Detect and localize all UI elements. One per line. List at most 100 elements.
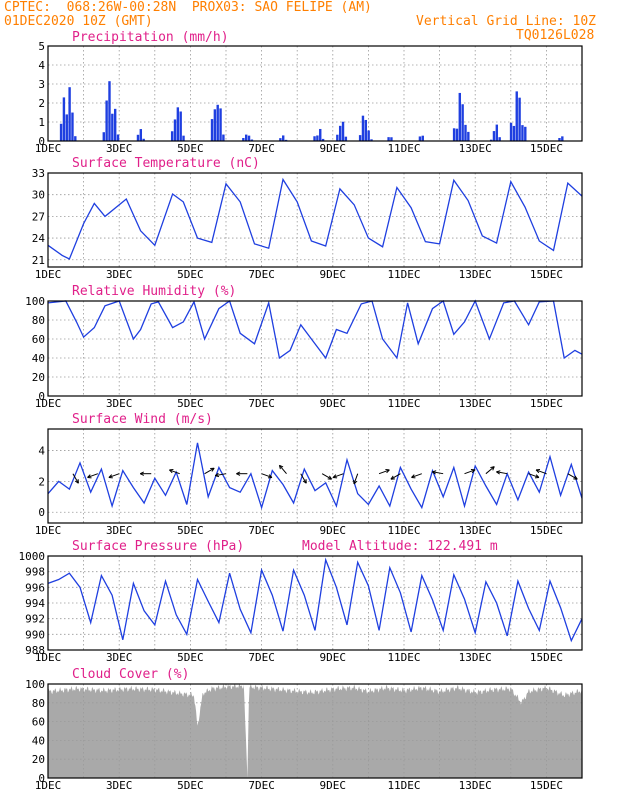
- precip-bar: [170, 131, 174, 141]
- wind-vector: [169, 469, 180, 475]
- x-tick-label: 13DEC: [459, 524, 492, 537]
- header-date: 01DEC2020 10Z (GMT): [4, 14, 153, 29]
- x-tick-label: 5DEC: [177, 268, 204, 281]
- y-tick-label: 1000: [19, 550, 46, 563]
- wind-vector: [204, 467, 215, 475]
- y-tick-label: 998: [25, 566, 45, 579]
- precip-bar: [492, 131, 496, 141]
- wind-vector-head: [74, 479, 79, 484]
- y-tick-label: 27: [32, 210, 45, 223]
- x-tick-label: 3DEC: [106, 268, 133, 281]
- panel-frame: [47, 172, 583, 268]
- x-tick-label: 13DEC: [459, 779, 492, 792]
- wind-vector: [87, 473, 99, 478]
- wind-vector-head: [385, 469, 390, 474]
- precip-bar: [458, 92, 461, 141]
- wind-vector: [390, 473, 401, 480]
- cloud-cover-area: [48, 684, 582, 778]
- x-tick-label: 11DEC: [387, 779, 420, 792]
- wind-vector-head: [573, 475, 578, 480]
- precip-bar: [210, 119, 214, 141]
- y-tick-label: 5: [38, 40, 45, 53]
- x-tick-label: 13DEC: [459, 142, 492, 155]
- x-tick-label: 11DEC: [387, 524, 420, 537]
- wind-vector: [261, 473, 273, 478]
- x-tick-label: 9DEC: [320, 651, 347, 664]
- wind-vector-head: [534, 474, 540, 479]
- precip-bar: [370, 139, 373, 141]
- y-tick-label: 994: [25, 597, 45, 610]
- x-tick-label: 11DEC: [387, 397, 420, 410]
- x-tick-label: 1DEC: [35, 524, 62, 537]
- x-tick-label: 5DEC: [177, 779, 204, 792]
- x-tick-label: 3DEC: [106, 142, 133, 155]
- precip-bar: [464, 124, 467, 141]
- wind-vector: [485, 466, 495, 475]
- wind-vector: [378, 469, 390, 475]
- y-tick-label: 996: [25, 581, 45, 594]
- wind-vector: [411, 473, 422, 478]
- x-tick-label: 7DEC: [248, 397, 275, 410]
- precip-bar: [65, 114, 68, 141]
- wind-vector-head: [214, 472, 220, 478]
- x-tick-label: 9DEC: [320, 779, 347, 792]
- wind-vector-head: [327, 475, 333, 480]
- precip-bar: [108, 81, 111, 141]
- wind-vector: [72, 473, 79, 484]
- x-tick-label: 1DEC: [35, 397, 62, 410]
- x-tick-label: 11DEC: [387, 268, 420, 281]
- precip-bar: [489, 139, 493, 141]
- wind-vector-head: [390, 475, 395, 480]
- x-tick-label: 7DEC: [248, 779, 275, 792]
- y-tick-label: 0: [38, 772, 45, 785]
- precip-bar: [495, 124, 499, 141]
- x-tick-label: 3DEC: [106, 397, 133, 410]
- series-line: [47, 177, 583, 260]
- x-tick-label: 7DEC: [248, 524, 275, 537]
- x-tick-label: 3DEC: [106, 779, 133, 792]
- x-tick-label: 3DEC: [106, 651, 133, 664]
- x-tick-label: 15DEC: [530, 268, 563, 281]
- wind-vector: [353, 473, 359, 485]
- precip-bar: [455, 128, 459, 141]
- precip-bar: [518, 97, 521, 141]
- wind-vector: [300, 473, 307, 484]
- precip-bar: [244, 134, 248, 141]
- x-tick-label: 13DEC: [459, 651, 492, 664]
- panel-frame: [47, 45, 583, 142]
- precip-bar: [179, 111, 182, 141]
- x-tick-label: 15DEC: [530, 142, 563, 155]
- precip-bar: [321, 138, 325, 141]
- precip-bar: [421, 135, 424, 141]
- wind-vector-head: [411, 474, 416, 479]
- y-tick-label: 33: [32, 167, 45, 180]
- precip-bar: [341, 121, 345, 141]
- x-tick-label: 7DEC: [248, 268, 275, 281]
- y-tick-label: 100: [25, 295, 45, 308]
- y-tick-label: 100: [25, 678, 45, 691]
- y-tick-label: 2: [38, 475, 45, 488]
- wind-vector-head: [108, 474, 113, 479]
- y-tick-label: 24: [32, 232, 46, 245]
- precip-bar: [344, 136, 348, 141]
- x-tick-label: 5DEC: [177, 397, 204, 410]
- wind-vector: [321, 473, 332, 480]
- model-altitude: Model Altitude: 122.491 m: [302, 539, 498, 554]
- x-tick-label: 15DEC: [530, 779, 563, 792]
- precip-bar: [279, 138, 282, 141]
- series-line: [47, 557, 583, 643]
- precip-bar: [62, 97, 66, 141]
- y-tick-label: 21: [32, 254, 45, 267]
- x-tick-label: 1DEC: [35, 268, 62, 281]
- y-tick-label: 4: [38, 445, 45, 458]
- header-grid-note: Vertical Grid Line: 10Z: [416, 14, 597, 29]
- precip-bar: [418, 136, 422, 141]
- x-tick-label: 1DEC: [35, 779, 62, 792]
- panel-title: Surface Wind (m/s): [72, 412, 213, 427]
- x-tick-label: 15DEC: [530, 524, 563, 537]
- precip-bar: [176, 107, 180, 141]
- x-tick-label: 13DEC: [459, 397, 492, 410]
- wind-vector-head: [267, 474, 273, 479]
- series-line: [47, 299, 583, 360]
